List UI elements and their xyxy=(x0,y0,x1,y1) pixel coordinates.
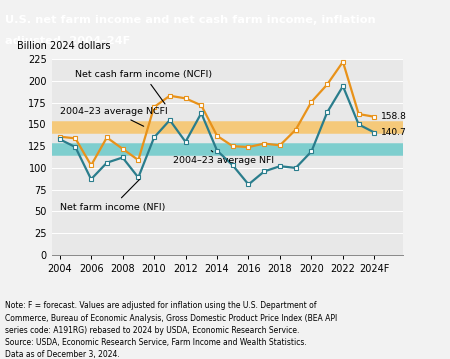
Text: 2004–23 average NFI: 2004–23 average NFI xyxy=(173,150,274,165)
Text: Net cash farm income (NCFI): Net cash farm income (NCFI) xyxy=(75,70,212,104)
Text: U.S. net farm income and net cash farm income, inflation: U.S. net farm income and net cash farm i… xyxy=(5,15,376,24)
Text: 2004–23 average NCFI: 2004–23 average NCFI xyxy=(59,107,167,126)
Text: adjusted, 2004–24F: adjusted, 2004–24F xyxy=(5,36,131,46)
Text: Billion 2024 dollars: Billion 2024 dollars xyxy=(17,41,110,51)
Text: Note: F = forecast. Values are adjusted for inflation using the U.S. Department : Note: F = forecast. Values are adjusted … xyxy=(5,302,338,359)
Text: 140.7: 140.7 xyxy=(381,128,406,137)
Text: 158.8: 158.8 xyxy=(381,112,407,121)
Text: Net farm income (NFI): Net farm income (NFI) xyxy=(59,180,165,211)
